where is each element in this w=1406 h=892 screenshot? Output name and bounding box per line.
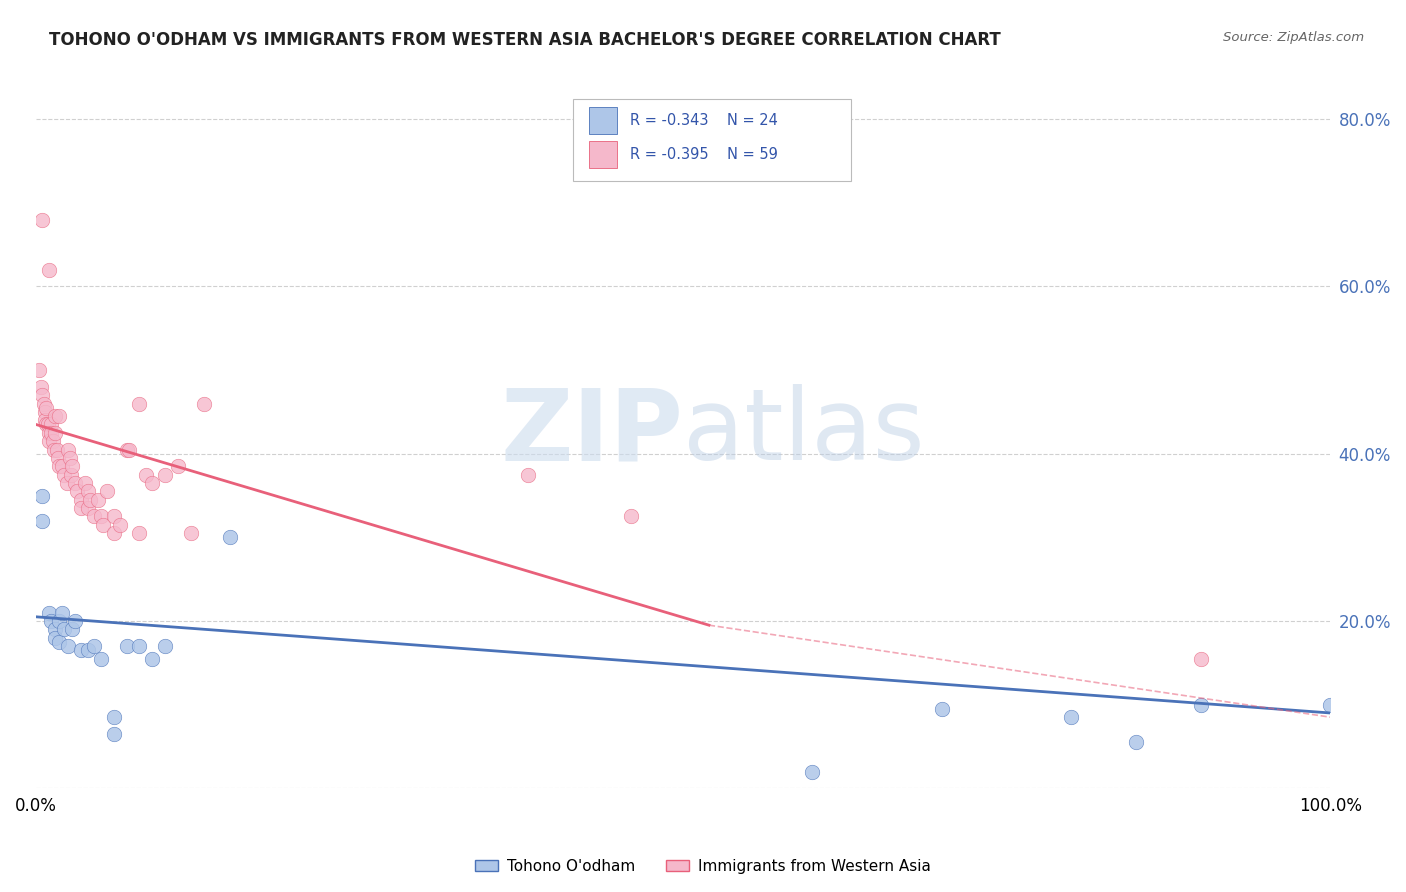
Point [516, 467, 538, 482]
Text: Source: ZipAtlas.com: Source: ZipAtlas.com [1223, 31, 1364, 45]
Point [59, 467, 82, 482]
Point [96, 484, 118, 499]
Point [38, 262, 60, 277]
Point [38, 606, 60, 620]
Point [128, 639, 150, 653]
Point [70, 643, 93, 657]
Point [60, 623, 83, 637]
Point [66, 484, 89, 499]
Text: R = -0.343    N = 24: R = -0.343 N = 24 [630, 113, 778, 128]
Point [87, 492, 110, 507]
Point [83, 639, 105, 653]
Point [56, 475, 79, 490]
Point [44, 409, 66, 423]
Point [51, 459, 73, 474]
Point [38, 425, 60, 440]
Point [42, 434, 65, 449]
Point [30, 380, 52, 394]
Point [76, 484, 98, 499]
Point [801, 764, 824, 779]
Point [45, 442, 67, 457]
Point [63, 475, 86, 490]
Point [155, 639, 177, 653]
Point [193, 396, 215, 410]
Point [51, 606, 73, 620]
Point [44, 631, 66, 645]
Point [31, 212, 53, 227]
Point [90, 651, 112, 665]
Point [27, 363, 49, 377]
Point [1189, 651, 1212, 665]
Point [35, 401, 58, 415]
Point [1189, 698, 1212, 712]
Point [70, 492, 93, 507]
Point [38, 434, 60, 449]
Point [76, 643, 98, 657]
Point [90, 509, 112, 524]
FancyBboxPatch shape [574, 99, 851, 180]
Text: TOHONO O'ODHAM VS IMMIGRANTS FROM WESTERN ASIA BACHELOR'S DEGREE CORRELATION CHA: TOHONO O'ODHAM VS IMMIGRANTS FROM WESTER… [49, 31, 1001, 49]
Point [79, 492, 101, 507]
Point [35, 417, 58, 432]
Point [219, 530, 242, 544]
Point [53, 467, 76, 482]
Point [141, 475, 163, 490]
Point [48, 635, 70, 649]
Point [63, 614, 86, 628]
Point [180, 526, 202, 541]
Point [115, 639, 138, 653]
Point [83, 509, 105, 524]
Point [32, 396, 55, 410]
Point [48, 614, 70, 628]
Text: R = -0.395    N = 59: R = -0.395 N = 59 [630, 146, 778, 161]
Point [118, 442, 141, 457]
Point [34, 405, 56, 419]
Point [1060, 710, 1083, 724]
Point [128, 526, 150, 541]
Point [128, 396, 150, 410]
Legend: Tohono O'odham, Immigrants from Western Asia: Tohono O'odham, Immigrants from Western … [470, 853, 936, 880]
Point [58, 442, 80, 457]
Bar [589, 141, 617, 168]
Point [58, 450, 80, 465]
Point [91, 517, 114, 532]
Point [108, 517, 131, 532]
Point [31, 388, 53, 402]
Point [60, 459, 83, 474]
Point [75, 475, 97, 490]
Point [41, 614, 63, 628]
Point [31, 489, 53, 503]
Text: ZIP: ZIP [501, 384, 683, 482]
Point [103, 509, 125, 524]
Point [155, 467, 177, 482]
Point [1319, 698, 1341, 712]
Point [1125, 735, 1147, 749]
Point [103, 710, 125, 724]
Point [115, 442, 138, 457]
Point [931, 702, 953, 716]
Text: atlas: atlas [683, 384, 925, 482]
Point [41, 425, 63, 440]
Point [167, 459, 190, 474]
Point [42, 442, 65, 457]
Point [41, 417, 63, 432]
Point [48, 459, 70, 474]
Point [44, 623, 66, 637]
Point [44, 425, 66, 440]
Point [48, 409, 70, 423]
Point [31, 514, 53, 528]
Point [103, 727, 125, 741]
Point [135, 467, 157, 482]
Point [620, 509, 643, 524]
Point [70, 501, 93, 516]
Point [46, 450, 69, 465]
Point [76, 501, 98, 516]
Point [34, 413, 56, 427]
Bar [589, 107, 617, 135]
Point [141, 651, 163, 665]
Point [58, 639, 80, 653]
Point [53, 623, 76, 637]
Point [103, 526, 125, 541]
Point [37, 417, 59, 432]
